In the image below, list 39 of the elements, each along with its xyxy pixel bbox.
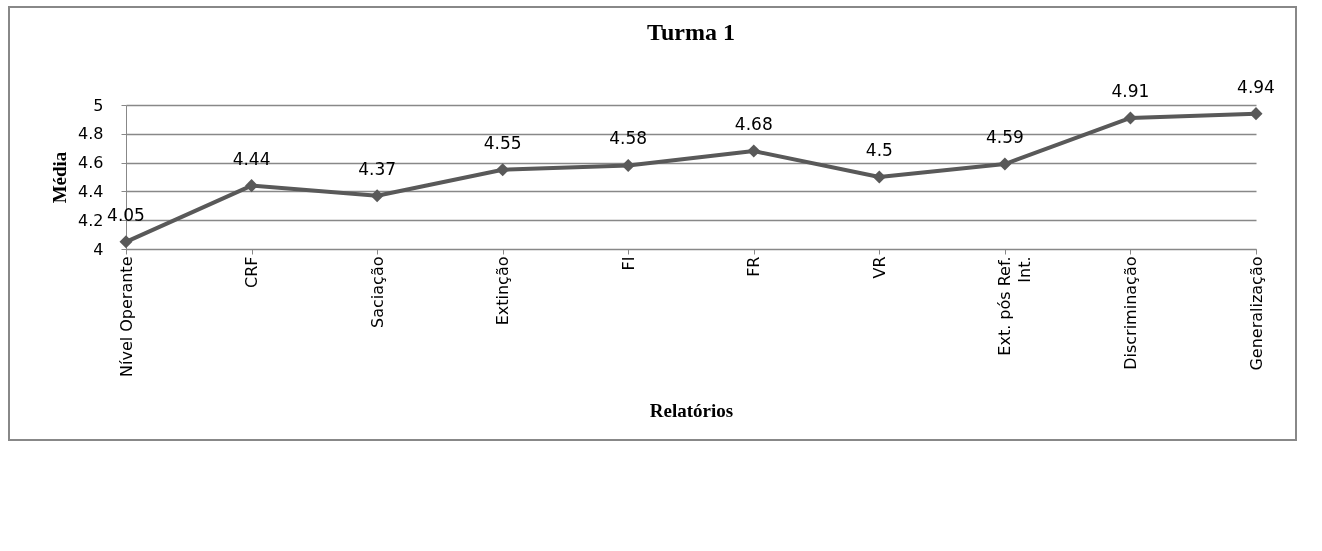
x-tick-label: Extinção	[493, 256, 513, 326]
x-tick-label: CRF	[242, 256, 262, 288]
point	[245, 179, 259, 193]
data-label: 4.94	[1237, 76, 1275, 97]
y-tick-label: 4.4	[78, 181, 104, 201]
x-tick-label: Nível Operante	[116, 256, 136, 377]
data-label: 4.91	[1111, 80, 1150, 101]
point	[998, 157, 1012, 171]
point	[872, 170, 886, 184]
chart-title: Turma 1	[647, 18, 735, 45]
y-tick-label: 4.6	[78, 153, 104, 173]
x-tick-label: Ext. pós Ref. Int.	[995, 256, 1035, 356]
point	[370, 189, 384, 203]
data-label: 4.44	[232, 148, 271, 169]
data-label: 4.59	[985, 127, 1024, 148]
y-axis-title: Média	[49, 151, 71, 204]
data-label: 4.5	[865, 140, 893, 160]
data-label: 4.05	[107, 204, 145, 225]
data-label: 4.58	[609, 128, 648, 149]
point	[621, 158, 635, 172]
x-tick-label: FR	[744, 256, 764, 277]
y-tick-label: 4.8	[78, 124, 104, 144]
x-axis-title: Relatórios	[649, 399, 734, 421]
data-label: 4.37	[358, 158, 397, 179]
x-tick-label: VR	[869, 256, 889, 279]
data-label: 4.68	[734, 114, 773, 135]
point	[1249, 107, 1263, 121]
y-tick-label: 4	[93, 239, 104, 259]
point	[119, 235, 133, 249]
x-tick-label: FI	[618, 256, 638, 271]
x-tick-label: Generalização	[1246, 256, 1266, 371]
y-tick-label: 4.2	[78, 210, 104, 230]
point	[496, 163, 510, 177]
point	[747, 144, 761, 158]
y-tick-label: 5	[93, 95, 104, 115]
x-tick-label: Discriminação	[1120, 256, 1140, 370]
data-label: 4.55	[483, 132, 522, 153]
x-tick-label: Saciação	[367, 256, 387, 328]
point	[1123, 111, 1137, 125]
